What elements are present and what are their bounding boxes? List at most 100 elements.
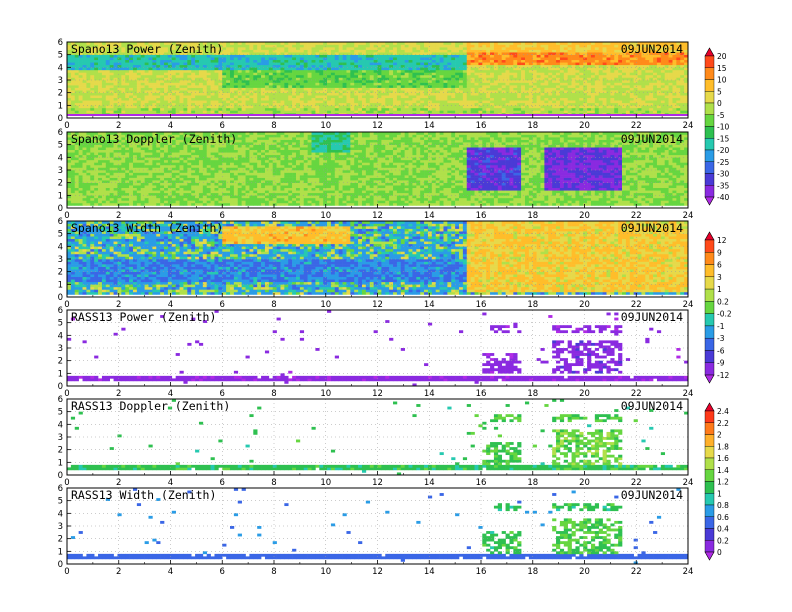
colorbar-swatch (704, 540, 715, 553)
x-tick-label: 16 (476, 121, 487, 131)
y-tick-label: 0 (58, 471, 63, 481)
y-tick-label: 3 (58, 433, 63, 443)
x-tick-label: 0 (64, 211, 69, 221)
x-tick-label: 4 (168, 478, 173, 488)
colorbar-swatch (704, 173, 715, 186)
x-tick-label: 12 (372, 567, 383, 577)
panel-date: 09JUN2014 (621, 399, 683, 413)
y-tick-label: 5 (58, 408, 63, 418)
x-tick-label: 22 (631, 121, 642, 131)
y-tick-label: 1 (58, 280, 63, 290)
x-tick-label: 16 (476, 389, 487, 399)
colorbar-swatch (704, 301, 715, 314)
colorbar-label: 0 (717, 99, 722, 108)
x-tick-label: 14 (424, 389, 435, 399)
colorbar-swatch (704, 325, 715, 339)
x-tick-label: 20 (579, 478, 590, 488)
colorbar-swatch (704, 79, 715, 92)
colorbar-label: -35 (717, 181, 729, 190)
y-tick-label: 4 (58, 153, 63, 163)
x-tick-label: 10 (320, 300, 331, 310)
x-tick-label: 2 (116, 389, 121, 399)
x-tick-label: 12 (372, 478, 383, 488)
x-tick-label: 20 (579, 567, 590, 577)
colorbar-swatch (704, 481, 715, 494)
y-tick-label: 6 (58, 38, 63, 48)
x-tick-label: 18 (527, 211, 538, 221)
x-tick-label: 16 (476, 478, 487, 488)
y-tick-label: 0 (58, 204, 63, 214)
colorbar-arrow-top (704, 231, 715, 241)
y-tick-label: 5 (58, 319, 63, 329)
colorbar-label: 2.4 (717, 407, 729, 416)
colorbar-swatch (704, 114, 715, 127)
y-tick-label: 4 (58, 331, 63, 341)
panel-title: RASS13 Width (Zenith) (71, 488, 216, 502)
y-tick-label: 6 (58, 217, 63, 227)
heatmap-cells (67, 488, 689, 565)
y-tick-label: 2 (58, 179, 63, 189)
x-tick-label: 14 (424, 211, 435, 221)
x-tick-label: 8 (271, 300, 276, 310)
x-tick-label: 14 (424, 478, 435, 488)
colorbar-swatch (704, 149, 715, 162)
colorbar-swatch (704, 457, 715, 470)
x-tick-label: 12 (372, 300, 383, 310)
heatmap-cells (67, 399, 689, 476)
colorbar-swatch (704, 504, 715, 517)
colorbar-label: 20 (717, 52, 727, 61)
x-tick-label: 8 (271, 211, 276, 221)
x-tick-label: 10 (320, 567, 331, 577)
x-tick-label: 22 (631, 211, 642, 221)
colorbar-arrow-bottom (704, 374, 715, 384)
colorbar-swatch (704, 161, 715, 174)
x-tick-label: 0 (64, 121, 69, 131)
grid (67, 310, 688, 386)
x-tick-label: 2 (116, 300, 121, 310)
colorbar-swatch (704, 516, 715, 529)
y-tick-label: 3 (58, 522, 63, 532)
y-tick-label: 2 (58, 268, 63, 278)
colorbar-swatch (704, 337, 715, 351)
colorbar-label: -10 (717, 123, 729, 132)
colorbar-spano-width-rass-power: 12 9 6 3 1 0.2 -0.2 -1 -3 -6 -9 -12 (704, 231, 732, 384)
colorbar-label: -0.2 (717, 310, 732, 319)
x-tick-label: 10 (320, 478, 331, 488)
colorbar-swatch (704, 528, 715, 541)
x-tick-label: 10 (320, 211, 331, 221)
x-tick-label: 24 (683, 567, 694, 577)
grid (67, 488, 688, 564)
y-tick-label: 5 (58, 497, 63, 507)
x-tick-label: 22 (631, 478, 642, 488)
panel-date: 09JUN2014 (621, 310, 683, 324)
colorbar-label: -6 (717, 346, 725, 355)
x-tick-label: 24 (683, 211, 694, 221)
heatmap-cells (67, 310, 689, 387)
colorbar-swatch (704, 313, 715, 327)
y-tick-label: 3 (58, 255, 63, 265)
y-tick-label: 2 (58, 446, 63, 456)
y-tick-label: 4 (58, 63, 63, 73)
x-tick-label: 8 (271, 567, 276, 577)
y-tick-label: 6 (58, 395, 63, 405)
y-tick-label: 5 (58, 51, 63, 61)
grid (67, 221, 688, 297)
x-tick-label: 24 (683, 389, 694, 399)
x-tick-label: 24 (683, 121, 694, 131)
colorbar-label: 1.4 (717, 466, 729, 475)
colorbar-swatch (704, 67, 715, 80)
colorbar-label: 9 (717, 248, 722, 257)
x-tick-label: 4 (168, 211, 173, 221)
x-tick-label: 22 (631, 389, 642, 399)
colorbar-swatch (704, 138, 715, 151)
x-tick-label: 22 (631, 567, 642, 577)
x-tick-label: 8 (271, 121, 276, 131)
x-tick-label: 6 (220, 567, 225, 577)
x-tick-label: 18 (527, 567, 538, 577)
